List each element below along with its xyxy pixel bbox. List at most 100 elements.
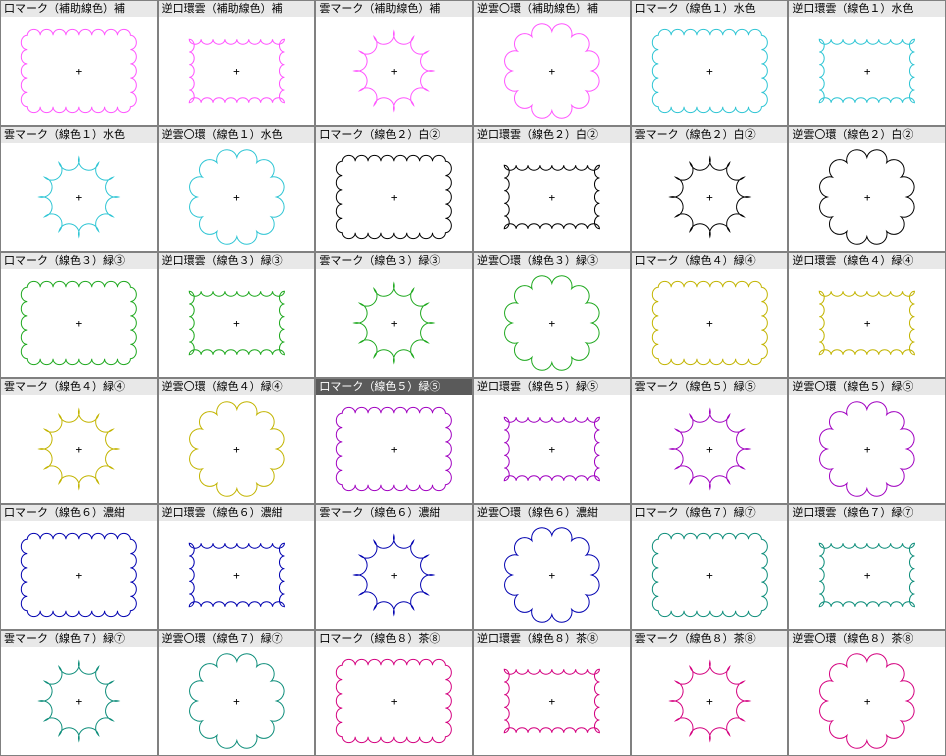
shape-rect_in-icon: [789, 16, 945, 126]
palette-cell[interactable]: 逆口環雲（線色３）緑③+: [158, 252, 316, 378]
palette-cell[interactable]: 口マーク（線色３）緑③+: [0, 252, 158, 378]
palette-cell[interactable]: 逆雲〇環（線色３）緑③+: [473, 252, 631, 378]
palette-cell[interactable]: 逆口環雲（線色８）茶⑧+: [473, 630, 631, 756]
cell-label: 逆口環雲（線色６）濃紺: [159, 505, 315, 521]
palette-cell[interactable]: 雲マーク（線色６）濃紺+: [315, 504, 473, 630]
cell-label: 逆口環雲（線色４）緑④: [789, 253, 945, 269]
shape-flower_out-icon: [316, 16, 472, 126]
palette-cell[interactable]: 口マーク（線色８）茶⑧+: [315, 630, 473, 756]
shape-rect_in-icon: [789, 268, 945, 378]
shape-flower_out-icon: [1, 394, 157, 504]
palette-cell[interactable]: 逆雲〇環（線色１）水色+: [158, 126, 316, 252]
cell-canvas: +: [159, 143, 315, 251]
cell-canvas: +: [789, 143, 945, 251]
cell-label: 雲マーク（線色３）緑③: [316, 253, 472, 269]
cell-canvas: +: [632, 395, 788, 503]
shape-rect_out-icon: [1, 520, 157, 630]
cell-label: 雲マーク（線色１）水色: [1, 127, 157, 143]
palette-cell[interactable]: 口マーク（線色１）水色+: [631, 0, 789, 126]
cell-label: 雲マーク（補助線色）補: [316, 1, 472, 17]
shape-rect_in-icon: [474, 646, 630, 756]
shape-flower_in-icon: [474, 268, 630, 378]
palette-cell[interactable]: 雲マーク（線色８）茶⑧+: [631, 630, 789, 756]
cell-label: 逆雲〇環（線色３）緑③: [474, 253, 630, 269]
shape-rect_out-icon: [632, 520, 788, 630]
palette-cell[interactable]: 逆口環雲（線色７）緑⑦+: [788, 504, 946, 630]
cell-label: 逆口環雲（線色７）緑⑦: [789, 505, 945, 521]
palette-cell[interactable]: 口マーク（線色４）緑④+: [631, 252, 789, 378]
cell-canvas: +: [632, 521, 788, 629]
cell-canvas: +: [1, 395, 157, 503]
cell-label: 口マーク（補助線色）補: [1, 1, 157, 17]
cell-canvas: +: [789, 269, 945, 377]
palette-cell[interactable]: 口マーク（線色５）緑⑤+: [315, 378, 473, 504]
palette-cell[interactable]: 逆口環雲（線色２）白②+: [473, 126, 631, 252]
shape-flower_out-icon: [632, 142, 788, 252]
cell-label: 逆雲〇環（線色４）緑④: [159, 379, 315, 395]
palette-cell[interactable]: 口マーク（線色７）緑⑦+: [631, 504, 789, 630]
palette-cell[interactable]: 逆口環雲（線色１）水色+: [788, 0, 946, 126]
cell-canvas: +: [159, 395, 315, 503]
cell-canvas: +: [316, 647, 472, 755]
palette-cell[interactable]: 雲マーク（線色４）緑④+: [0, 378, 158, 504]
palette-cell[interactable]: 雲マーク（線色１）水色+: [0, 126, 158, 252]
cell-canvas: +: [789, 395, 945, 503]
palette-cell[interactable]: 雲マーク（補助線色）補+: [315, 0, 473, 126]
palette-cell[interactable]: 逆雲〇環（線色２）白②+: [788, 126, 946, 252]
cell-label: 逆雲〇環（線色８）茶⑧: [789, 631, 945, 647]
palette-cell[interactable]: 逆雲〇環（補助線色）補+: [473, 0, 631, 126]
shape-flower_out-icon: [316, 268, 472, 378]
cell-canvas: +: [316, 395, 472, 503]
palette-cell[interactable]: 雲マーク（線色２）白②+: [631, 126, 789, 252]
palette-cell[interactable]: 逆口環雲（線色５）緑⑤+: [473, 378, 631, 504]
cell-canvas: +: [159, 17, 315, 125]
palette-cell[interactable]: 口マーク（補助線色）補+: [0, 0, 158, 126]
cell-label: 逆口環雲（補助線色）補: [159, 1, 315, 17]
cell-canvas: +: [159, 647, 315, 755]
palette-cell[interactable]: 雲マーク（線色３）緑③+: [315, 252, 473, 378]
palette-cell[interactable]: 逆雲〇環（線色６）濃紺+: [473, 504, 631, 630]
cell-canvas: +: [474, 17, 630, 125]
cell-label: 口マーク（線色２）白②: [316, 127, 472, 143]
palette-cell[interactable]: 口マーク（線色６）濃紺+: [0, 504, 158, 630]
shape-rect_out-icon: [632, 268, 788, 378]
cell-label: 逆雲〇環（線色６）濃紺: [474, 505, 630, 521]
palette-cell[interactable]: 逆口環雲（線色４）緑④+: [788, 252, 946, 378]
shape-rect_out-icon: [316, 142, 472, 252]
cell-canvas: +: [632, 269, 788, 377]
cell-label: 逆雲〇環（線色７）緑⑦: [159, 631, 315, 647]
cell-canvas: +: [474, 521, 630, 629]
cell-canvas: +: [474, 647, 630, 755]
palette-cell[interactable]: 逆雲〇環（線色４）緑④+: [158, 378, 316, 504]
palette-cell[interactable]: 逆雲〇環（線色８）茶⑧+: [788, 630, 946, 756]
cell-label: 雲マーク（線色６）濃紺: [316, 505, 472, 521]
palette-cell[interactable]: 口マーク（線色２）白②+: [315, 126, 473, 252]
shape-flower_in-icon: [789, 646, 945, 756]
cell-canvas: +: [316, 521, 472, 629]
shape-rect_in-icon: [159, 16, 315, 126]
cell-canvas: +: [632, 647, 788, 755]
shape-rect_in-icon: [159, 520, 315, 630]
cell-canvas: +: [1, 143, 157, 251]
cell-canvas: +: [632, 143, 788, 251]
cell-canvas: +: [159, 269, 315, 377]
shape-rect_in-icon: [789, 520, 945, 630]
cell-label: 口マーク（線色５）緑⑤: [316, 379, 472, 395]
cell-label: 逆雲〇環（線色５）緑⑤: [789, 379, 945, 395]
cell-canvas: +: [1, 647, 157, 755]
palette-cell[interactable]: 逆口環雲（線色６）濃紺+: [158, 504, 316, 630]
palette-cell[interactable]: 逆雲〇環（線色５）緑⑤+: [788, 378, 946, 504]
cell-label: 逆口環雲（線色２）白②: [474, 127, 630, 143]
palette-cell[interactable]: 逆口環雲（補助線色）補+: [158, 0, 316, 126]
palette-cell[interactable]: 雲マーク（線色５）緑⑤+: [631, 378, 789, 504]
cell-label: 口マーク（線色６）濃紺: [1, 505, 157, 521]
cell-label: 雲マーク（線色７）緑⑦: [1, 631, 157, 647]
cell-canvas: +: [159, 521, 315, 629]
palette-cell[interactable]: 雲マーク（線色７）緑⑦+: [0, 630, 158, 756]
cell-canvas: +: [1, 269, 157, 377]
cell-canvas: +: [1, 521, 157, 629]
palette-cell[interactable]: 逆雲〇環（線色７）緑⑦+: [158, 630, 316, 756]
cell-canvas: +: [474, 269, 630, 377]
cell-canvas: +: [789, 521, 945, 629]
shape-rect_out-icon: [316, 394, 472, 504]
